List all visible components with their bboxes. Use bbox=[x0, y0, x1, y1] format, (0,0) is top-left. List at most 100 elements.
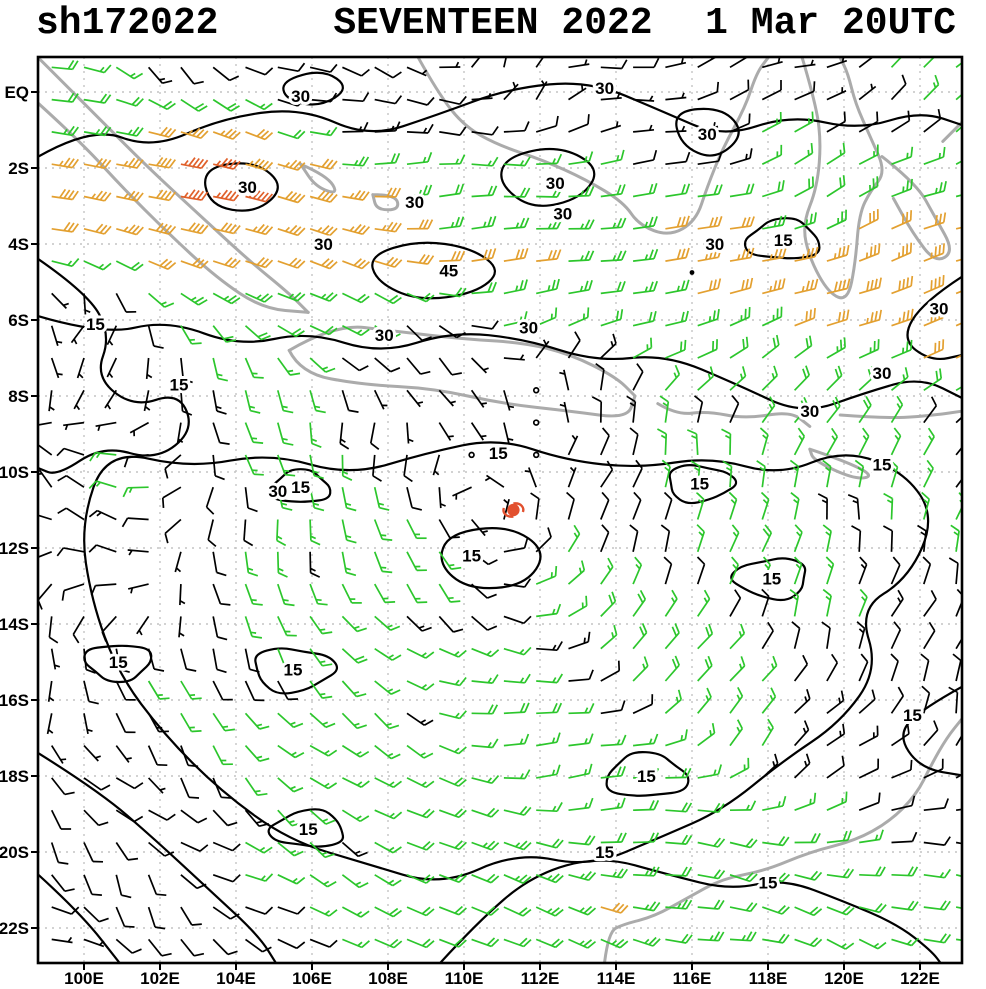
wind-barb bbox=[891, 937, 920, 947]
lat-axis-label: 10S bbox=[0, 463, 29, 482]
wind-barb bbox=[664, 689, 683, 714]
wind-barb bbox=[309, 190, 338, 203]
wind-barb bbox=[632, 280, 659, 295]
wind-barb bbox=[600, 660, 621, 682]
wind-barb bbox=[147, 712, 169, 733]
wind-barb bbox=[72, 615, 85, 644]
wind-barb bbox=[858, 758, 880, 779]
wind-barb bbox=[826, 723, 846, 747]
wind-barb bbox=[503, 498, 510, 520]
wind-barb bbox=[665, 92, 687, 101]
wind-barb bbox=[632, 183, 658, 198]
wind-barb bbox=[471, 156, 499, 167]
wind-barb bbox=[309, 841, 335, 859]
wind-barb bbox=[697, 837, 726, 848]
wind-barb bbox=[789, 589, 800, 617]
wind-barb bbox=[762, 872, 790, 883]
wind-barb bbox=[438, 937, 467, 948]
wind-barb bbox=[471, 840, 500, 851]
wind-barb bbox=[148, 156, 176, 169]
isotach-label: 30 bbox=[519, 319, 538, 338]
wind-barb bbox=[452, 486, 472, 500]
wind-barb bbox=[762, 904, 790, 915]
wind-barb bbox=[923, 758, 944, 779]
wind-barb bbox=[374, 906, 403, 918]
wind-barb bbox=[83, 777, 111, 791]
wind-barb bbox=[342, 324, 370, 337]
wind-barb bbox=[51, 59, 79, 71]
wind-barb bbox=[600, 902, 629, 914]
wind-barb bbox=[115, 745, 132, 763]
wind-barb bbox=[83, 745, 101, 762]
wind-barb bbox=[761, 80, 782, 101]
wind-barb bbox=[122, 486, 149, 498]
wind-barb bbox=[212, 66, 240, 82]
wind-barb bbox=[891, 900, 919, 911]
wind-barb bbox=[600, 217, 627, 230]
wind-barb bbox=[794, 906, 823, 917]
wind-barb bbox=[341, 874, 369, 889]
wind-barb bbox=[277, 257, 306, 269]
wind-barb bbox=[826, 791, 848, 811]
wind-barb bbox=[471, 185, 498, 198]
wind-barb bbox=[600, 333, 617, 359]
wind-barb bbox=[858, 176, 879, 198]
wind-barb bbox=[891, 759, 913, 779]
wind-barb bbox=[164, 454, 182, 479]
wind-barb bbox=[536, 673, 564, 684]
wind-barb bbox=[559, 401, 570, 423]
wind-barb bbox=[729, 623, 746, 650]
wind-barb bbox=[665, 802, 693, 813]
wind-barb bbox=[566, 491, 575, 520]
wind-barb bbox=[245, 190, 274, 203]
wind-barb bbox=[923, 108, 942, 133]
wind-barb bbox=[51, 92, 79, 103]
wind-barb bbox=[955, 477, 962, 488]
wind-barb bbox=[890, 367, 909, 391]
wind-barb bbox=[309, 874, 337, 888]
wind-barb bbox=[174, 551, 182, 573]
wind-barb bbox=[341, 841, 368, 858]
wind-barb bbox=[342, 223, 371, 236]
wind-barb bbox=[955, 160, 962, 165]
wind-barb bbox=[47, 680, 55, 702]
wind-barb bbox=[955, 290, 962, 295]
wind-barb bbox=[245, 223, 274, 236]
wind-barb bbox=[471, 215, 497, 230]
wind-barb bbox=[406, 486, 422, 511]
wind-barb bbox=[817, 493, 828, 520]
wind-barb bbox=[309, 615, 333, 635]
isotach-contour bbox=[500, 147, 596, 207]
isotach-contour bbox=[267, 808, 345, 848]
isotach-label: 30 bbox=[546, 174, 565, 193]
wind-barb bbox=[697, 723, 716, 747]
wind-barb bbox=[205, 486, 215, 515]
wind-barb bbox=[600, 734, 627, 747]
wind-barb bbox=[891, 831, 918, 844]
wind-barb bbox=[500, 451, 508, 459]
wind-barb bbox=[373, 583, 396, 604]
wind-barb bbox=[341, 615, 367, 633]
wind-barb bbox=[180, 66, 204, 85]
wind-barb bbox=[535, 838, 564, 849]
wind-barb bbox=[115, 842, 139, 861]
wind-barb bbox=[826, 244, 850, 262]
wind-barb bbox=[115, 293, 137, 313]
wind-barb bbox=[889, 459, 899, 488]
isotach-label: 30 bbox=[595, 79, 614, 98]
wind-barb bbox=[955, 385, 962, 392]
isotach-contour bbox=[38, 873, 122, 963]
coastline bbox=[808, 447, 871, 480]
wind-barb bbox=[245, 66, 274, 76]
wind-barb bbox=[309, 680, 333, 699]
wind-barb bbox=[83, 260, 112, 271]
wind-barb bbox=[471, 873, 500, 884]
wind-barb bbox=[826, 209, 847, 230]
wind-barb bbox=[761, 753, 779, 779]
wind-barb bbox=[439, 216, 465, 230]
wind-barb bbox=[789, 459, 800, 488]
wind-barb bbox=[106, 357, 118, 379]
wind-barb bbox=[729, 395, 740, 423]
wind-barb bbox=[632, 149, 658, 166]
